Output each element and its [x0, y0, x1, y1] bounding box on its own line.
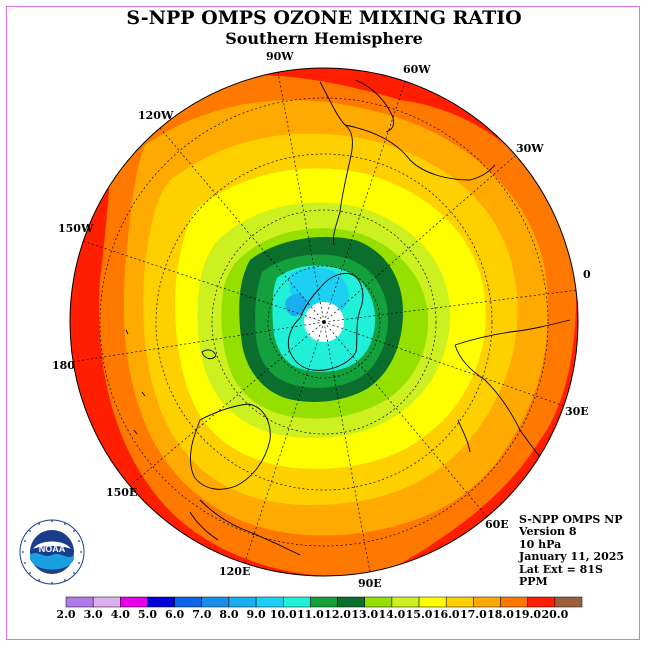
colorbar-tick-label: 15.0 — [406, 608, 433, 621]
lon-label-90e: 90E — [358, 577, 382, 590]
latitude-circles — [99, 97, 549, 547]
colorbar-cell — [418, 596, 447, 608]
africa-coast — [454, 319, 571, 471]
band-8 — [285, 294, 307, 317]
coastlines — [125, 79, 571, 556]
colorbar-tick-label: 4.0 — [111, 608, 130, 621]
lon-label-0: 0 — [583, 268, 591, 281]
australia-coast — [190, 403, 271, 490]
colorbar-cell — [364, 596, 393, 608]
colorbar-cell — [65, 596, 94, 608]
colorbar-tick-label: 2.0 — [56, 608, 75, 621]
colorbar-tick-label: 10.0 — [270, 608, 297, 621]
colorbar-cell — [92, 596, 121, 608]
info-lat-extent: Lat Ext = 81S — [519, 562, 603, 576]
colorbar-tick-label: 11.0 — [297, 608, 324, 621]
colorbar-tick-label: 14.0 — [378, 608, 405, 621]
map-title: S-NPP OMPS OZONE MIXING RATIO — [126, 7, 522, 29]
colorbar-tick-label: 16.0 — [433, 608, 460, 621]
map-boundary — [69, 67, 579, 577]
colorbar-tick-label: 12.0 — [324, 608, 351, 621]
colorbar-tick-label: 13.0 — [351, 608, 378, 621]
info-units: PPM — [519, 575, 548, 589]
colorbar-tick-label: 3.0 — [84, 608, 103, 621]
lon-label-30e: 30E — [565, 405, 589, 418]
meridians — [71, 71, 578, 573]
plot-frame — [6, 6, 640, 640]
lon-label-30w: 30W — [516, 142, 544, 155]
lon-label-60w: 60W — [403, 63, 431, 76]
colorbar-tick-label: 20.0 — [541, 608, 568, 621]
south-america-east-coast — [344, 124, 496, 181]
lon-label-60e: 60E — [485, 518, 509, 531]
colorbar-tick-label: 18.0 — [487, 608, 514, 621]
colorbar-cell — [527, 596, 556, 608]
colorbar-cell — [391, 596, 420, 608]
info-instrument: S-NPP OMPS NP — [519, 513, 623, 526]
colorbar-cell — [201, 596, 230, 608]
lon-label-150w: 150W — [58, 222, 94, 235]
colorbar-cell — [255, 596, 284, 608]
noaa-logo-text: NOAA — [39, 544, 66, 554]
info-version: Version 8 — [519, 525, 577, 539]
colorbar-cell — [228, 596, 257, 608]
colorbar-cell — [174, 596, 203, 608]
lon-label-90w: 90W — [266, 50, 294, 63]
colorbar-cell — [473, 596, 501, 608]
colorbar-cell — [310, 596, 338, 608]
madagascar — [457, 419, 471, 453]
colorbar-tick-label: 6.0 — [165, 608, 184, 621]
noaa-logo: NOAA — [19, 519, 85, 585]
pacific-islands — [125, 329, 146, 435]
colorbar-tick-label: 9.0 — [247, 608, 266, 621]
colorbar-tick-label: 7.0 — [192, 608, 211, 621]
indonesia-coast — [189, 499, 301, 556]
map-subtitle: Southern Hemisphere — [225, 29, 423, 48]
lon-label-120w: 120W — [138, 109, 174, 122]
colorbar-cell — [445, 596, 474, 608]
colorbar-cell — [120, 596, 148, 608]
info-block: S-NPP OMPS NP Version 8 10 hPa January 1… — [519, 513, 625, 589]
lon-label-150e: 150E — [106, 486, 138, 499]
brazil-coast — [354, 79, 395, 133]
colorbar-cell — [500, 596, 528, 608]
colorbar-tick-label: 17.0 — [460, 608, 487, 621]
south-america-coast — [319, 81, 353, 246]
antarctica-coast — [287, 273, 364, 371]
colorbar-tick-label: 8.0 — [219, 608, 238, 621]
colorbar-cell — [337, 596, 365, 608]
info-date: January 11, 2025 — [519, 550, 625, 564]
colorbar-tick-label: 19.0 — [514, 608, 541, 621]
colorbar-tick-label: 5.0 — [138, 608, 157, 621]
colorbar-cell — [283, 596, 311, 608]
lon-label-120e: 120E — [219, 565, 251, 578]
colorbar-cell — [147, 596, 175, 608]
colorbar-cell — [554, 596, 583, 608]
new-zealand — [201, 349, 217, 360]
info-pressure-level: 10 hPa — [519, 537, 562, 551]
lon-label-180: 180 — [52, 359, 75, 372]
